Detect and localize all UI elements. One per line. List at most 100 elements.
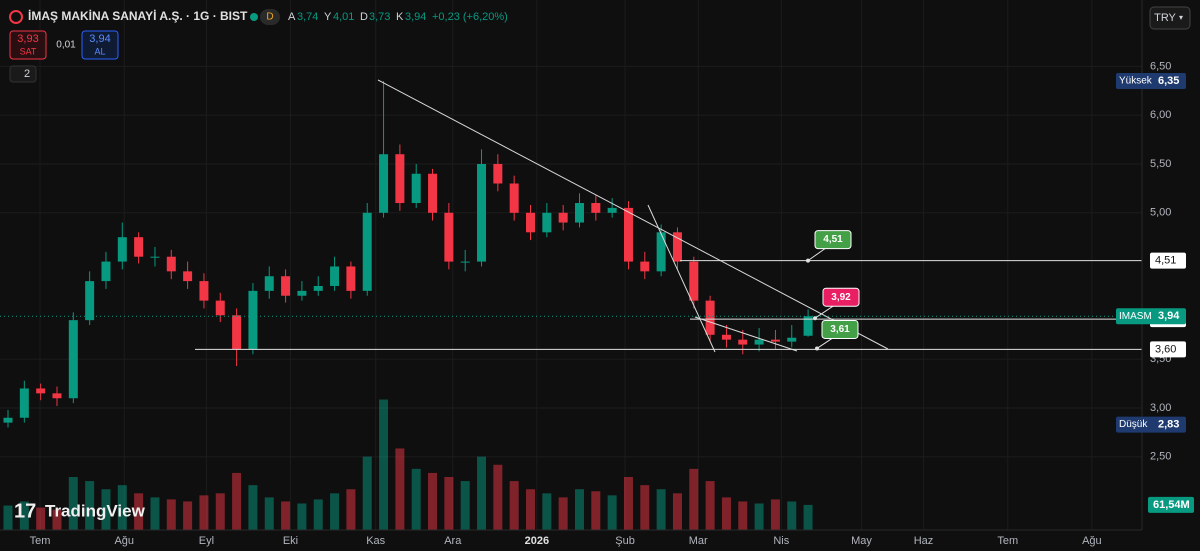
candle-body: [232, 315, 242, 350]
candle-body: [313, 285, 323, 291]
volume-bar: [672, 493, 682, 530]
candle-body: [281, 276, 291, 296]
buy-button[interactable]: [81, 30, 119, 60]
symbol-title[interactable]: İMAŞ MAKİNA SANAYİ A.Ş. · 1G · BIST: [28, 8, 248, 23]
volume-bar: [134, 493, 144, 530]
volume-bar: [640, 485, 650, 530]
volume-bar: [444, 477, 454, 530]
trend-line: [694, 316, 798, 352]
ohlc-value: 3,73: [369, 11, 390, 23]
candle-body: [150, 256, 160, 258]
volume-bar: [52, 509, 62, 530]
layers-count: 2: [24, 68, 30, 80]
candle-body: [85, 281, 95, 321]
marker-name-box: [1116, 416, 1186, 433]
marker-name: Düşük: [1119, 419, 1148, 430]
volume-bar: [117, 485, 127, 530]
marker-name-box: [1116, 73, 1186, 90]
x-tick-label: Kas: [366, 535, 385, 547]
candle-body: [183, 271, 193, 282]
level-box: [1150, 341, 1186, 358]
marker-name: Yüksek: [1119, 76, 1153, 87]
currency-button[interactable]: [1149, 6, 1191, 30]
brand-icon: 17: [14, 500, 36, 522]
marker-value: 3,94: [1158, 310, 1180, 322]
candle-body: [395, 154, 405, 204]
layers-button[interactable]: [9, 65, 37, 83]
callout-pointer: [814, 305, 834, 319]
candle-body: [166, 256, 176, 272]
volume-bar: [199, 495, 209, 530]
symbol-logo: [9, 10, 23, 24]
ohlc-value: 4,01: [333, 11, 354, 23]
candle-body: [721, 334, 731, 340]
volume-bar: [330, 493, 340, 530]
buy-price: 3,94: [89, 33, 110, 45]
candle-body: [36, 388, 46, 394]
x-tick-label: Tem: [30, 535, 51, 547]
callout-box: [821, 319, 859, 339]
brand: TradingView: [45, 501, 146, 520]
candle-body: [738, 339, 748, 345]
callout-label: 3,92: [831, 292, 851, 303]
x-tick-label: Ara: [444, 535, 462, 547]
candle-body: [656, 232, 666, 272]
volume-bar: [477, 456, 487, 530]
volume-bar: [395, 448, 405, 530]
volume-bar: [362, 456, 372, 530]
volume-bar: [542, 493, 552, 530]
volume-bar: [313, 499, 323, 530]
callout-pointer: [816, 338, 833, 349]
sell-button[interactable]: [9, 30, 47, 60]
volume-bar: [379, 399, 389, 530]
sell-price: 3,93: [17, 33, 38, 45]
volume-bar: [101, 489, 111, 530]
x-tick-label: Tem: [997, 535, 1018, 547]
candle-body: [526, 212, 536, 233]
volume-bar: [526, 489, 536, 530]
volume-bar: [183, 501, 193, 530]
candle-body: [787, 337, 797, 342]
volume-bar: [574, 489, 584, 530]
y-tick-label: 6,00: [1150, 109, 1171, 121]
volume-bar: [297, 503, 307, 530]
callout-label: 4,51: [823, 234, 843, 245]
volume-bar: [248, 485, 258, 530]
volume-bar: [68, 477, 78, 530]
volume-bar: [460, 481, 470, 530]
x-tick-label: 2026: [525, 535, 549, 547]
marker-box: [1148, 496, 1194, 513]
candle-body: [672, 232, 682, 262]
x-tick-label: Ağu: [114, 535, 134, 547]
volume-bar: [166, 499, 176, 530]
volume-bar: [656, 489, 666, 530]
x-tick-label: Mar: [689, 535, 708, 547]
candle-body: [591, 203, 601, 213]
volume-bar: [281, 501, 291, 530]
ohlc-key: K: [396, 11, 404, 23]
marker-value: 2,83: [1158, 418, 1179, 430]
ohlc: A 3,74 Y 4,01 D 3,73 K 3,94 +0,23 (+6,20%): [288, 11, 508, 23]
ohlc-change: +0,23 (+6,20%): [432, 11, 508, 23]
candle-body: [428, 173, 438, 213]
marker-value: 6,35: [1158, 75, 1179, 87]
candle-body: [362, 212, 372, 291]
volume-bar: [411, 468, 421, 530]
buy-label: AL: [94, 46, 105, 56]
candle-body: [379, 154, 389, 213]
candle-body: [803, 316, 813, 336]
grid: [0, 0, 1142, 530]
status-dot: [250, 13, 258, 21]
candle-body: [689, 261, 699, 301]
candle-body: [640, 261, 650, 272]
volume-bar: [232, 472, 242, 530]
x-tick-label: Ağu: [1082, 535, 1102, 547]
candle-body: [493, 163, 503, 184]
ohlc-value: 3,74: [297, 11, 318, 23]
candle-body: [330, 266, 340, 286]
marker-name: IMASM: [1119, 311, 1152, 322]
candle-body: [623, 207, 633, 262]
volume-bar: [85, 481, 95, 530]
candle-body: [705, 300, 715, 335]
candle-body: [297, 290, 307, 296]
